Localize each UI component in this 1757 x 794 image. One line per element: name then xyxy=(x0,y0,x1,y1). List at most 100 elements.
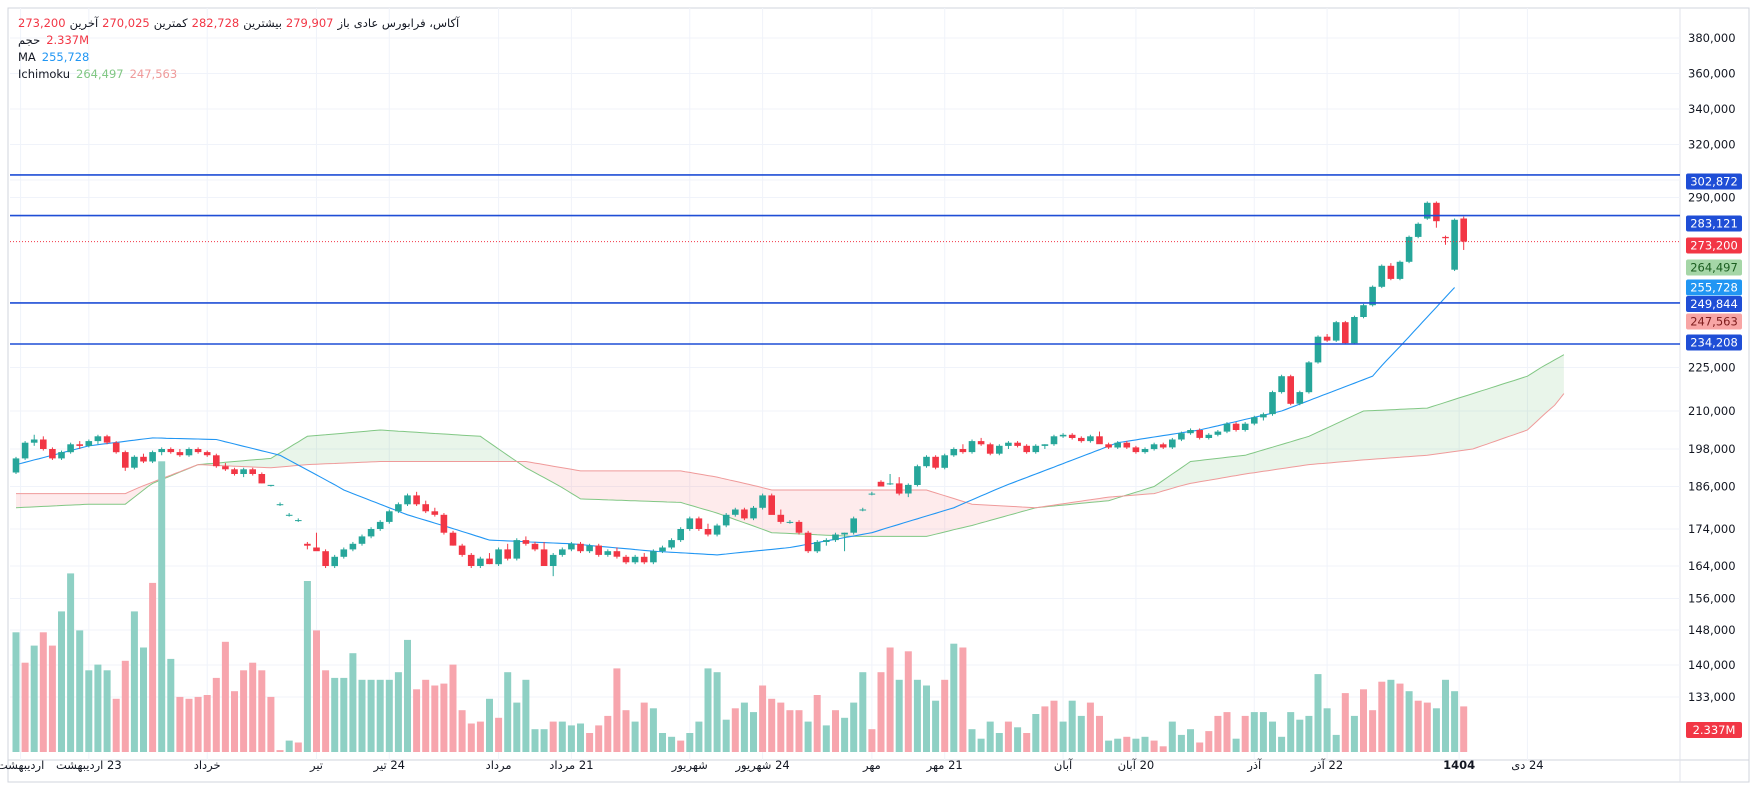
candle-body xyxy=(304,543,311,546)
candle xyxy=(422,500,429,514)
volume-bar xyxy=(1323,708,1331,752)
volume-bar xyxy=(1105,740,1113,752)
candle xyxy=(722,513,730,528)
price-tag-bg xyxy=(1686,259,1742,276)
volume-legend[interactable]: حجم 2.337M xyxy=(18,32,459,49)
time-tick-label: 21 مهر xyxy=(926,758,963,773)
volume-bar xyxy=(522,679,530,752)
price-tick-label: 340,000 xyxy=(1688,102,1736,116)
volume-bar xyxy=(1114,738,1122,752)
time-tick-label: اردیبهشت xyxy=(0,758,44,773)
volume-bar xyxy=(322,670,330,752)
volume-bar xyxy=(258,670,266,752)
candle-body xyxy=(850,518,857,533)
candle xyxy=(1078,436,1085,443)
price-tick-label: 225,000 xyxy=(1688,361,1736,375)
candle xyxy=(1132,445,1140,454)
volume-bar xyxy=(67,573,75,752)
candle-body xyxy=(713,525,721,535)
volume-bar xyxy=(176,696,184,752)
candle xyxy=(1223,422,1231,434)
open-value: 279,907 xyxy=(285,16,334,30)
candle xyxy=(622,554,630,565)
volume-bar xyxy=(422,679,430,752)
price-tag-text: 234,208 xyxy=(1690,336,1738,350)
volume-bar xyxy=(832,710,839,752)
candle-body xyxy=(1032,445,1040,453)
candle xyxy=(586,543,593,554)
high-label: بیشترین xyxy=(243,16,282,30)
volume-bar xyxy=(604,715,612,752)
candle-body xyxy=(285,514,293,516)
volume-bar xyxy=(750,712,757,752)
candle-body xyxy=(395,504,402,512)
moving-average xyxy=(15,287,1456,556)
candle-body xyxy=(30,439,38,443)
price-tag-bg xyxy=(1686,237,1742,254)
price-tag-bg xyxy=(1686,296,1742,312)
volume-bar xyxy=(1423,702,1431,752)
candle-body xyxy=(1214,431,1222,435)
time-tick-label: 22 آذر xyxy=(1310,758,1343,773)
candle xyxy=(1405,235,1413,264)
price-tag-level: 234,208 xyxy=(1686,334,1742,351)
volume-bar xyxy=(631,721,639,752)
candle-body xyxy=(467,554,475,566)
candle-body xyxy=(431,511,439,515)
volume-bar xyxy=(822,725,830,752)
candle-body xyxy=(832,534,839,541)
candle-body xyxy=(1433,202,1440,222)
candle xyxy=(932,455,939,470)
volume-bar xyxy=(94,664,102,752)
volume-bar xyxy=(1205,731,1213,752)
candle-body xyxy=(194,449,202,453)
candle xyxy=(67,442,74,454)
price-tag-bg xyxy=(1686,215,1742,232)
candle xyxy=(103,434,111,445)
volume-bar xyxy=(941,679,949,752)
volume-bar xyxy=(486,698,493,752)
candle-body xyxy=(49,449,56,459)
ma-legend[interactable]: MA 255,728 xyxy=(18,49,459,66)
volume-bar xyxy=(540,729,548,752)
candle-body xyxy=(185,449,193,456)
volume-bar xyxy=(795,710,803,752)
volume-bar xyxy=(1350,715,1358,752)
candle-body xyxy=(841,532,848,535)
candle xyxy=(914,464,921,487)
time-tick-label: مهر xyxy=(862,758,881,773)
volume-bar xyxy=(367,679,375,752)
candle xyxy=(30,434,38,446)
candle xyxy=(295,518,302,522)
candle xyxy=(1251,415,1258,426)
candle xyxy=(413,491,420,506)
candle xyxy=(231,467,238,476)
time-tick-label: آذر xyxy=(1246,758,1262,773)
candle xyxy=(1123,441,1131,449)
candle-body xyxy=(1132,447,1140,453)
volume-bar xyxy=(112,698,120,752)
volume-bar xyxy=(1187,729,1194,752)
candle xyxy=(40,436,47,451)
candle xyxy=(1096,431,1103,445)
price-tag-span_a: 264,497 xyxy=(1686,259,1742,276)
volume-bar xyxy=(149,582,157,752)
volume-bar xyxy=(476,721,484,752)
candle-body xyxy=(131,456,138,468)
candle xyxy=(577,541,584,554)
candle xyxy=(12,456,20,474)
candle-body xyxy=(440,514,448,533)
volume-bar xyxy=(558,721,566,752)
candle xyxy=(1451,218,1458,272)
candle-body xyxy=(1296,392,1304,404)
ichimoku-legend[interactable]: Ichimoku 264,497 247,563 xyxy=(18,66,459,83)
time-axis: اردیبهشت 23 اردیبهشت خرداد تیر 24 تیر مرداد 21… xyxy=(0,758,1544,773)
time-tick-label: آبان xyxy=(1054,758,1073,772)
candle xyxy=(977,437,985,446)
candle xyxy=(313,532,320,552)
price-tag-span_b: 247,563 xyxy=(1686,313,1742,330)
candle-body xyxy=(640,556,648,563)
price-tag-text: 302,872 xyxy=(1690,175,1738,189)
